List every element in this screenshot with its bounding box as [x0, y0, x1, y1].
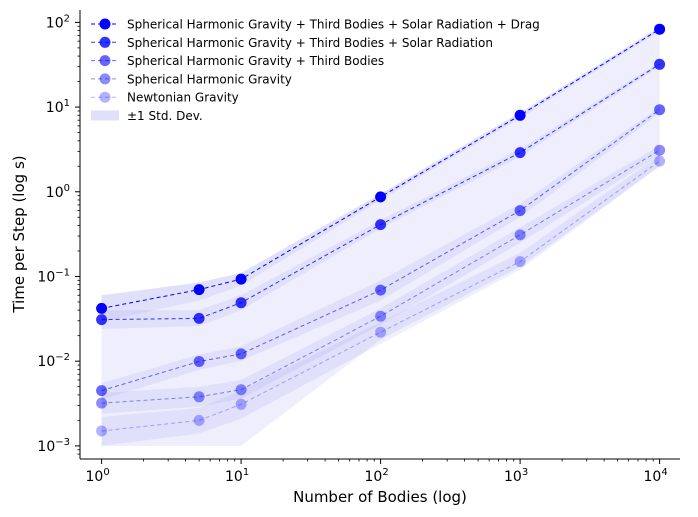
- band-envelope: [101, 27, 660, 446]
- point-s4-4: [514, 256, 526, 268]
- x-tick-label: 102: [365, 467, 389, 485]
- point-s3-3: [375, 310, 387, 322]
- series-lines: [101, 28, 660, 432]
- point-s4-1: [193, 414, 205, 426]
- point-s4-5: [654, 155, 666, 167]
- y-tick-label: 10−2: [37, 352, 70, 370]
- point-s1-0: [96, 314, 108, 326]
- x-tick-label: 104: [644, 467, 668, 485]
- point-s4-3: [375, 326, 387, 338]
- point-s3-5: [654, 144, 666, 156]
- y-tick-label: 102: [46, 13, 70, 31]
- legend-label-0: Spherical Harmonic Gravity + Third Bodie…: [127, 18, 540, 32]
- legend-marker-2: [99, 55, 111, 67]
- point-s2-0: [96, 385, 108, 397]
- band-series-0: [101, 27, 660, 322]
- legend-band-label: ±1 Std. Dev.: [127, 109, 203, 123]
- point-s1-1: [193, 312, 205, 324]
- point-s3-4: [514, 229, 526, 241]
- point-s4-2: [235, 398, 247, 410]
- point-s3-1: [193, 391, 205, 403]
- point-s2-5: [654, 104, 666, 116]
- point-s2-2: [235, 348, 247, 360]
- point-s2-4: [514, 205, 526, 217]
- point-s0-1: [193, 284, 205, 296]
- legend-band-swatch: [91, 110, 119, 121]
- point-s0-5: [654, 23, 666, 35]
- point-s1-4: [514, 147, 526, 159]
- x-tick-label: 100: [86, 467, 110, 485]
- point-s1-3: [375, 219, 387, 231]
- point-s2-3: [375, 284, 387, 296]
- point-s3-2: [235, 384, 247, 396]
- point-s2-1: [193, 356, 205, 367]
- legend-marker-4: [99, 91, 111, 103]
- y-ticks: 10−3 10−2 10−1 100 101 102: [37, 13, 80, 455]
- y-tick-label: 101: [46, 98, 70, 116]
- legend-label-3: Spherical Harmonic Gravity: [127, 72, 292, 86]
- point-s3-0: [96, 397, 108, 409]
- point-s0-2: [235, 273, 247, 285]
- series-line-2: [101, 109, 660, 392]
- point-s0-4: [514, 109, 526, 121]
- y-axis-label: Time per Step (log s): [10, 155, 28, 313]
- band-series-4: [101, 155, 660, 446]
- x-ticks: 100 101 102 103 104: [86, 459, 668, 485]
- y-tick-label: 100: [46, 183, 70, 201]
- series-line-3: [101, 149, 660, 404]
- series-line-0: [101, 28, 660, 309]
- x-tick-label: 101: [225, 467, 249, 485]
- legend: Spherical Harmonic Gravity + Third Bodie…: [91, 18, 540, 123]
- series-line-4: [101, 160, 660, 432]
- legend-label-4: Newtonian Gravity: [127, 91, 239, 105]
- legend-marker-0: [99, 18, 111, 30]
- legend-label-1: Spherical Harmonic Gravity + Third Bodie…: [127, 36, 493, 50]
- series-markers: [96, 23, 666, 437]
- band-series-2: [101, 107, 660, 400]
- point-s1-2: [235, 297, 247, 309]
- series-line-1: [101, 63, 660, 321]
- y-tick-label: 10−1: [37, 267, 70, 285]
- point-s4-0: [96, 425, 108, 437]
- legend-marker-3: [99, 73, 111, 85]
- x-tick-label: 103: [504, 467, 528, 485]
- point-s0-0: [96, 302, 108, 314]
- point-s0-3: [375, 191, 387, 203]
- point-s1-5: [654, 58, 666, 70]
- legend-marker-1: [99, 36, 111, 48]
- legend-label-2: Spherical Harmonic Gravity + Third Bodie…: [127, 54, 384, 68]
- axes: [79, 10, 680, 460]
- std-dev-bands: [101, 27, 660, 446]
- x-axis-label: Number of Bodies (log): [293, 488, 467, 506]
- y-tick-label: 10−3: [37, 437, 70, 455]
